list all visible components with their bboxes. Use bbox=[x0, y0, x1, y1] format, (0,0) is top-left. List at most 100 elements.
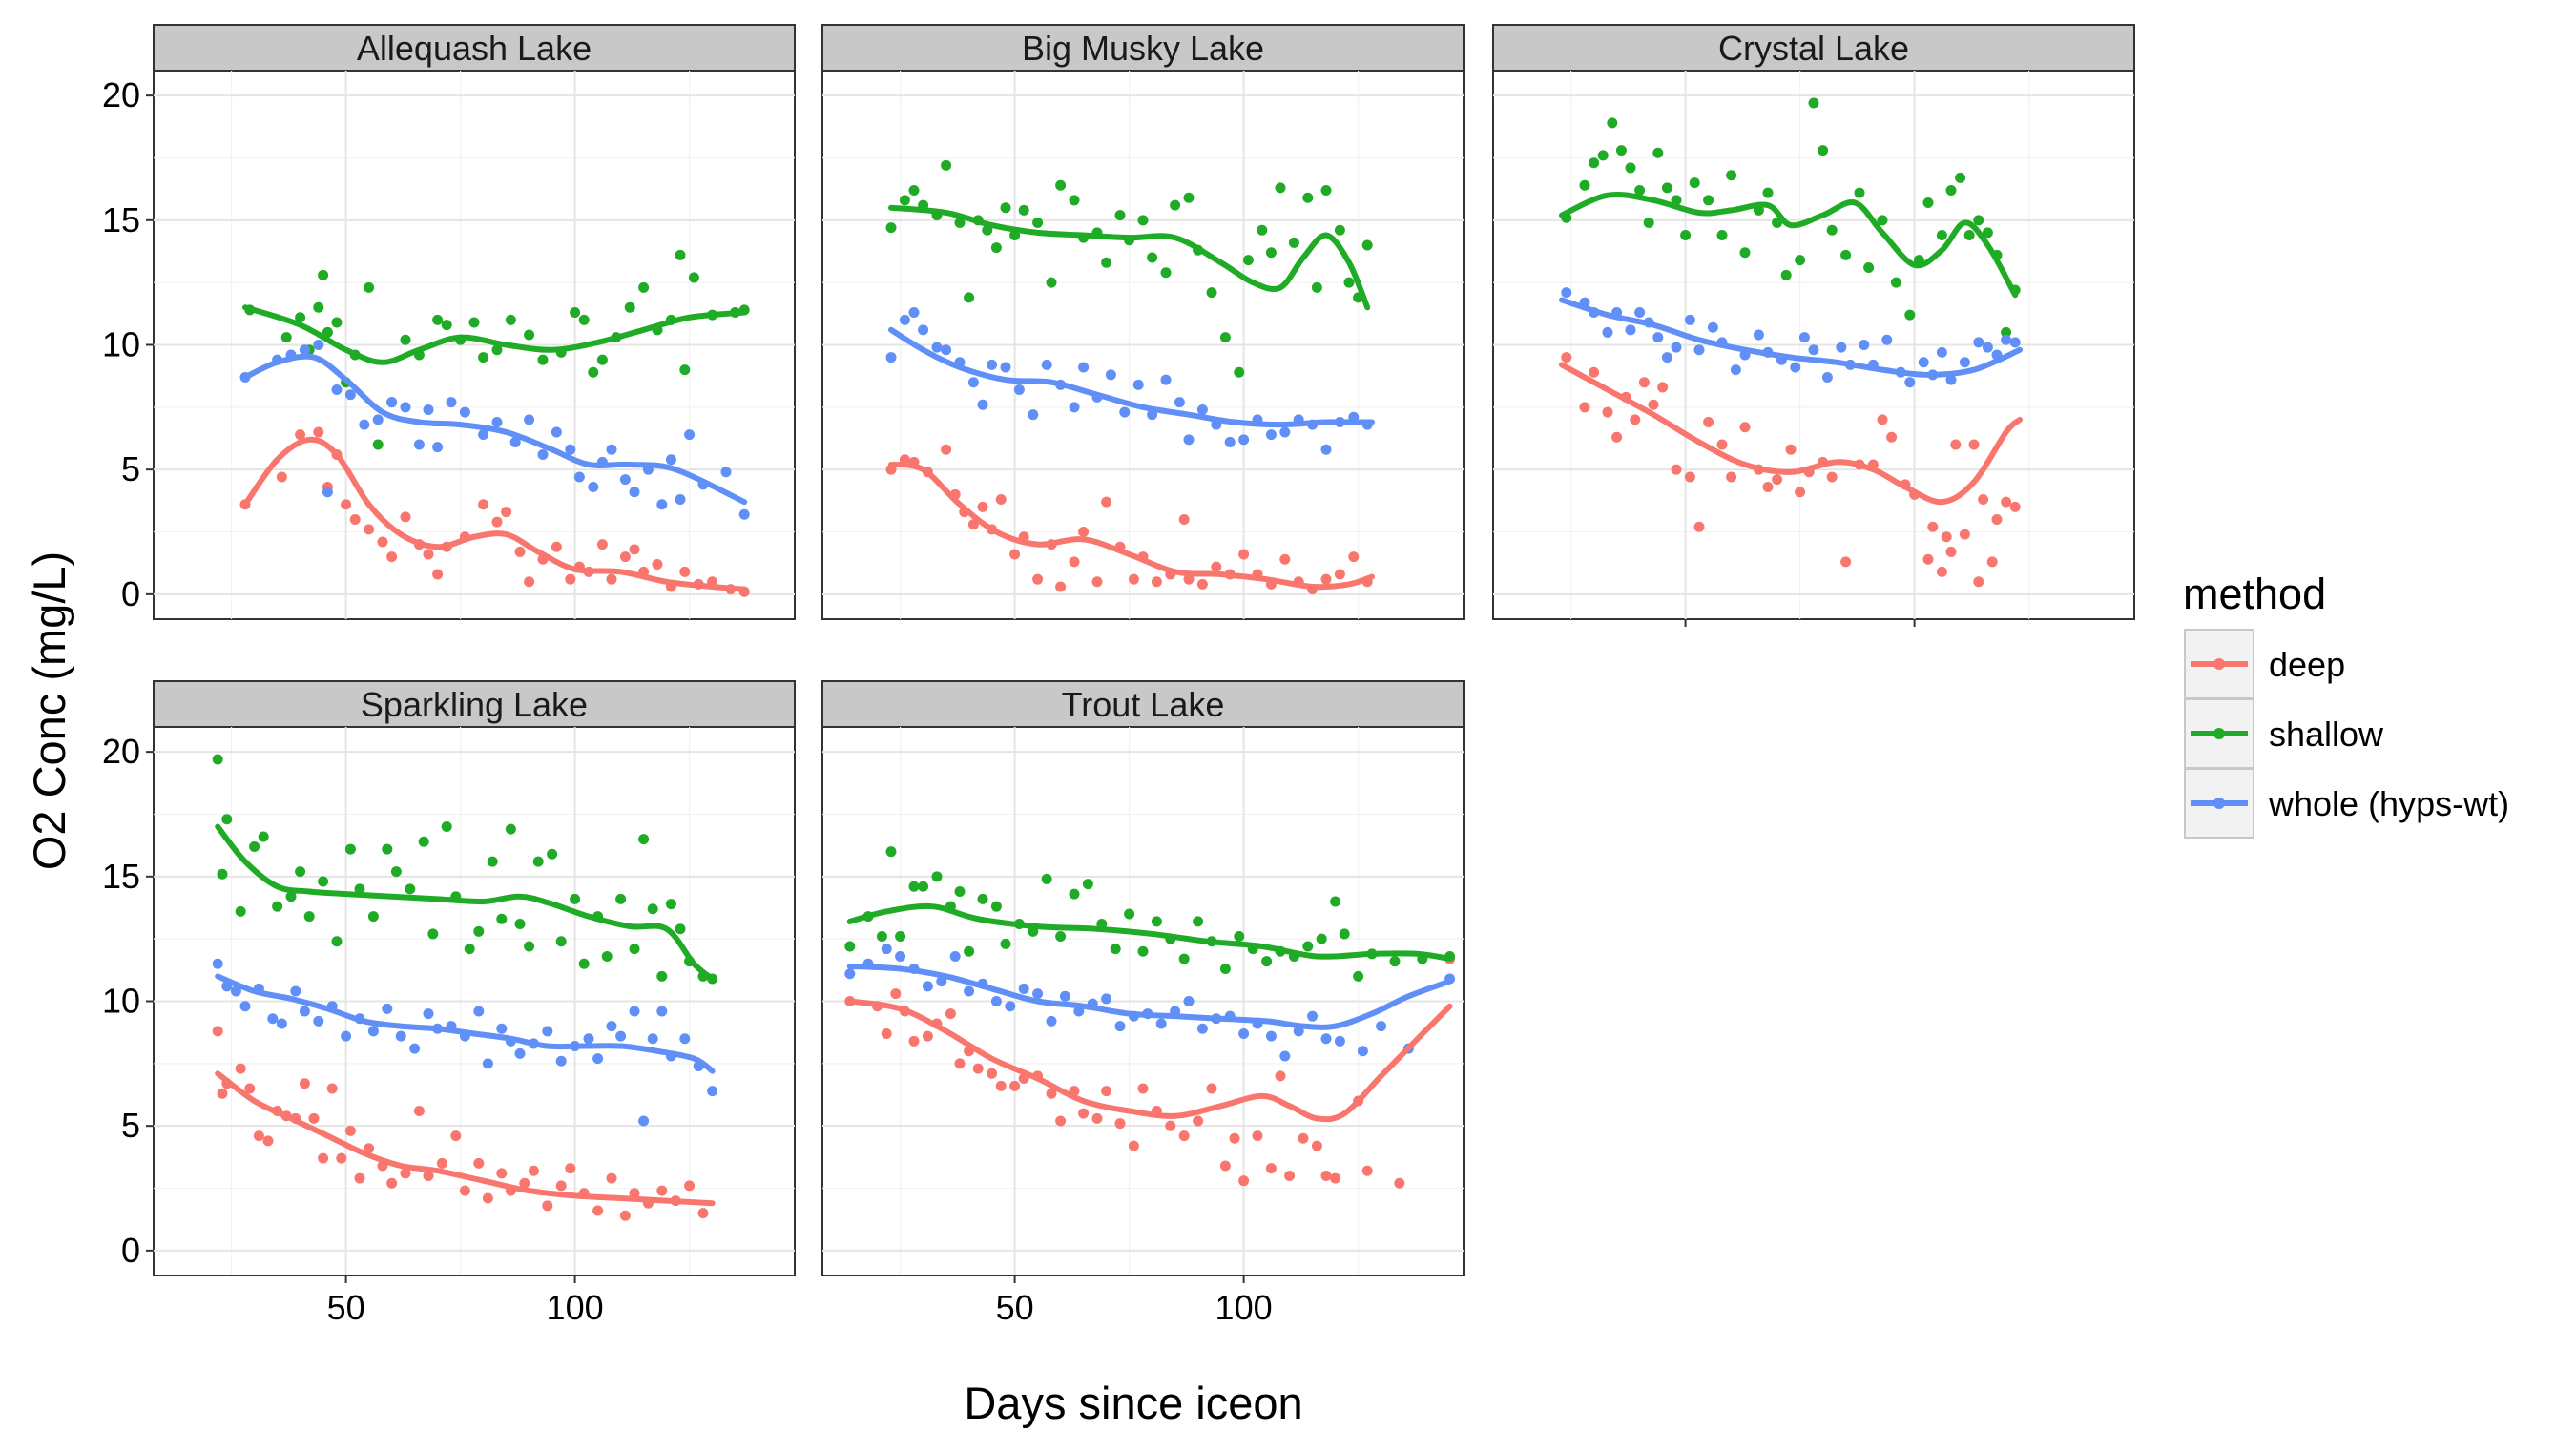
data-point-shallow bbox=[1589, 157, 1600, 169]
data-point-deep bbox=[1183, 573, 1195, 585]
y-axis-title: O2 Conc (mg/L) bbox=[24, 551, 74, 870]
data-point-shallow bbox=[1339, 928, 1350, 940]
data-point-whole-hyps-wt bbox=[1238, 1027, 1250, 1039]
smooth-line-deep bbox=[888, 461, 1375, 591]
data-point-shallow bbox=[941, 159, 952, 171]
data-point-whole-hyps-wt bbox=[1730, 364, 1741, 376]
data-point-deep bbox=[491, 516, 503, 528]
data-point-whole-hyps-wt bbox=[1041, 359, 1052, 370]
data-point-whole-hyps-wt bbox=[290, 985, 301, 997]
data-point-deep bbox=[386, 551, 398, 563]
data-point-whole-hyps-wt bbox=[459, 406, 470, 418]
data-point-whole-hyps-wt bbox=[738, 508, 750, 520]
data-point-whole-hyps-wt bbox=[542, 1026, 553, 1037]
data-point-whole-hyps-wt bbox=[395, 1030, 406, 1042]
y-tick-label: 5 bbox=[121, 1106, 140, 1145]
smooth-line-deep bbox=[846, 998, 1453, 1123]
data-point-shallow bbox=[615, 893, 627, 904]
data-point-shallow bbox=[1936, 230, 1947, 240]
data-point-deep bbox=[478, 499, 489, 510]
data-point-shallow bbox=[578, 958, 590, 969]
data-point-whole-hyps-wt bbox=[1005, 1001, 1016, 1012]
data-point-deep bbox=[954, 1058, 966, 1069]
smooth-line-whole-hyps-wt bbox=[1559, 297, 2023, 378]
data-point-shallow bbox=[675, 923, 686, 935]
panel-big-musky-lake: Big Musky Lake bbox=[821, 24, 1465, 620]
data-point-shallow bbox=[679, 364, 691, 376]
data-point-deep bbox=[349, 513, 361, 525]
data-point-shallow bbox=[1579, 179, 1590, 191]
data-point-shallow bbox=[1193, 916, 1204, 927]
data-point-deep bbox=[1334, 569, 1345, 580]
data-point-shallow bbox=[885, 846, 897, 858]
data-point-shallow bbox=[990, 901, 1002, 912]
data-point-shallow bbox=[295, 866, 306, 878]
data-point-deep bbox=[436, 1157, 447, 1169]
data-point-whole-hyps-wt bbox=[1320, 1033, 1332, 1045]
data-point-shallow bbox=[665, 899, 676, 910]
data-point-shallow bbox=[578, 314, 590, 325]
data-point-shallow bbox=[487, 856, 498, 867]
y-axis: 0 5 10 15 20 bbox=[102, 75, 154, 613]
data-point-whole-hyps-wt bbox=[638, 1115, 650, 1127]
data-point-deep bbox=[364, 524, 375, 535]
data-point-whole-hyps-wt bbox=[1936, 346, 1947, 358]
data-point-deep bbox=[1046, 1088, 1057, 1099]
data-point-shallow bbox=[432, 314, 444, 325]
data-point-deep bbox=[1950, 439, 1962, 450]
data-point-shallow bbox=[1625, 162, 1636, 174]
data-point-deep bbox=[1298, 1132, 1309, 1144]
data-point-whole-hyps-wt bbox=[1859, 340, 1870, 350]
data-point-shallow bbox=[1069, 195, 1080, 206]
data-point-shallow bbox=[285, 891, 297, 902]
data-point-shallow bbox=[464, 944, 475, 955]
legend-dot-shallow bbox=[2213, 728, 2225, 739]
data-point-shallow bbox=[1863, 261, 1875, 273]
data-point-whole-hyps-wt bbox=[367, 1026, 379, 1037]
data-point-deep bbox=[1196, 578, 1208, 590]
data-point-deep bbox=[565, 573, 576, 585]
data-point-shallow bbox=[1826, 224, 1838, 236]
data-point-shallow bbox=[1219, 964, 1231, 975]
data-point-whole-hyps-wt bbox=[1376, 1021, 1387, 1032]
data-point-shallow bbox=[418, 836, 429, 847]
data-point-deep bbox=[528, 1165, 539, 1176]
data-point-deep bbox=[235, 1063, 246, 1074]
data-point-deep bbox=[1311, 1140, 1322, 1151]
data-point-deep bbox=[1091, 576, 1103, 588]
data-point-deep bbox=[377, 536, 388, 548]
data-point-whole-hyps-wt bbox=[1320, 444, 1332, 455]
data-point-deep bbox=[1941, 531, 1952, 543]
data-point-shallow bbox=[964, 292, 975, 303]
data-point-deep bbox=[1211, 561, 1222, 572]
data-point-deep bbox=[413, 1106, 425, 1116]
legend-label-shallow: shallow bbox=[2269, 715, 2384, 754]
data-point-deep bbox=[364, 1143, 375, 1154]
data-point-deep bbox=[1055, 581, 1067, 592]
data-point-shallow bbox=[1041, 873, 1052, 884]
data-point-whole-hyps-wt bbox=[555, 1055, 567, 1067]
data-point-deep bbox=[336, 1152, 347, 1164]
data-point-whole-hyps-wt bbox=[473, 1006, 485, 1017]
data-point-shallow bbox=[1151, 916, 1162, 927]
data-point-deep bbox=[519, 1177, 530, 1189]
data-point-whole-hyps-wt bbox=[1821, 371, 1833, 383]
data-point-deep bbox=[629, 544, 640, 555]
y-tick-label: 5 bbox=[121, 449, 140, 488]
data-point-shallow bbox=[1124, 908, 1135, 920]
data-point-shallow bbox=[1703, 195, 1714, 206]
data-point-deep bbox=[308, 1112, 320, 1124]
data-point-shallow bbox=[1137, 215, 1149, 226]
data-point-shallow bbox=[1114, 210, 1126, 221]
data-point-whole-hyps-wt bbox=[299, 344, 310, 356]
data-point-shallow bbox=[1055, 179, 1067, 191]
data-point-shallow bbox=[977, 893, 988, 904]
data-point-shallow bbox=[964, 945, 975, 957]
data-point-deep bbox=[1151, 576, 1162, 588]
y-tick-label: 10 bbox=[102, 325, 140, 364]
data-point-deep bbox=[606, 1172, 617, 1184]
data-point-whole-hyps-wt bbox=[1753, 329, 1764, 341]
panel-title: Allequash Lake bbox=[357, 29, 592, 68]
data-point-shallow bbox=[1973, 215, 1984, 226]
gridlines bbox=[822, 71, 1464, 619]
